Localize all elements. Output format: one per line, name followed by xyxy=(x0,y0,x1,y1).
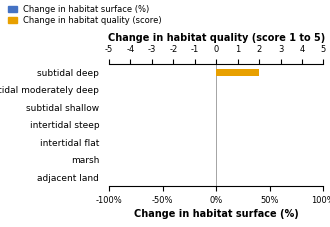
Bar xyxy=(216,69,259,76)
Legend: Change in habitat surface (%), Change in habitat quality (score): Change in habitat surface (%), Change in… xyxy=(8,4,163,25)
X-axis label: Change in habitat quality (score 1 to 5): Change in habitat quality (score 1 to 5) xyxy=(108,33,325,43)
X-axis label: Change in habitat surface (%): Change in habitat surface (%) xyxy=(134,209,299,219)
